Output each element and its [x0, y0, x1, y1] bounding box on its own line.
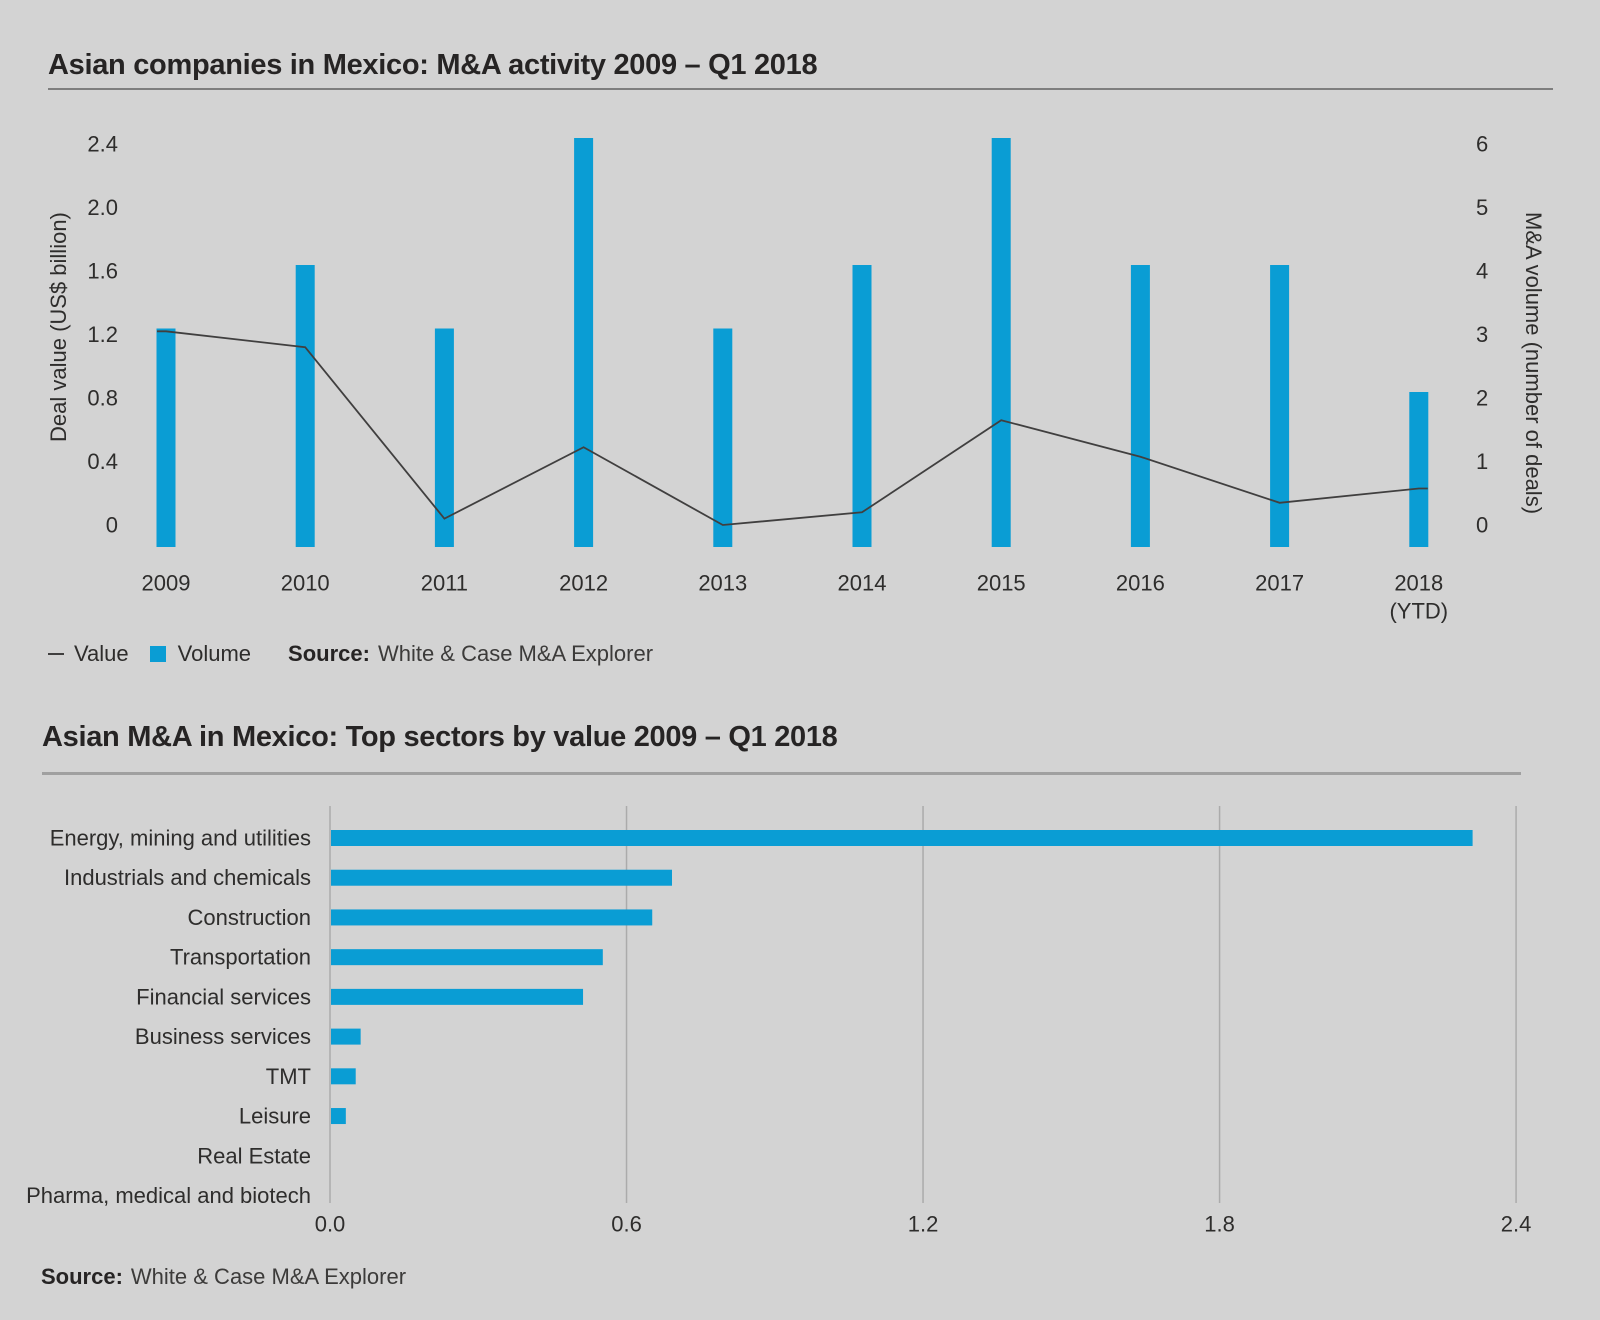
sector-bar-industrials-and-chemicals: [331, 869, 672, 886]
sector-bar-energy-mining-and-utilities: [331, 830, 1473, 846]
sector-label-financial-services: Financial services: [136, 984, 311, 1009]
sector-label-business-services: Business services: [135, 1024, 311, 1049]
value-line-legend-swatch: [48, 653, 64, 655]
left-axis-tick-0.4: 0.4: [87, 449, 118, 474]
x-axis-tick-1.2: 1.2: [908, 1212, 939, 1237]
sector-label-transportation: Transportation: [170, 945, 311, 970]
volume-bar-2012: [574, 138, 594, 547]
left-axis-tick-2.0: 2.0: [87, 195, 118, 220]
volume-bar-2015: [991, 138, 1011, 547]
left-axis-tick-2.4: 2.4: [87, 132, 118, 157]
sector-bar-transportation: [331, 949, 603, 966]
right-axis-tick-4: 4: [1476, 259, 1488, 284]
value-line: [157, 330, 1428, 526]
x-axis-tick-2.4: 2.4: [1501, 1212, 1532, 1237]
ma-activity-chart: 0 0.4 0.8 1.2 1.6 2.0 2.4 0 1 2 3 4 5 6 2009 2010 2011 20…: [87, 132, 1488, 624]
sector-label-real-estate: Real Estate: [197, 1143, 311, 1168]
category-label-2014: 2014: [838, 571, 887, 596]
left-axis-tick-1.6: 1.6: [87, 259, 118, 284]
right-axis-tick-6: 6: [1476, 132, 1488, 157]
category-label-2012: 2012: [559, 571, 608, 596]
sector-label-industrials-and-chemicals: Industrials and chemicals: [64, 865, 311, 890]
right-axis-tick-2: 2: [1476, 386, 1488, 411]
category-label-2010: 2010: [281, 571, 330, 596]
right-axis-tick-0: 0: [1476, 513, 1488, 538]
volume-bar-2010: [295, 265, 315, 547]
sector-label-construction: Construction: [187, 905, 311, 930]
chart1-source-text: White & Case M&A Explorer: [377, 641, 654, 666]
sector-bar-leisure: [331, 1108, 346, 1125]
sector-label-energy-mining-and-utilities: Energy, mining and utilities: [50, 826, 311, 851]
legend-volume-label: Volume: [177, 641, 252, 666]
sector-bar-tmt: [331, 1068, 356, 1085]
x-axis-tick-1.8: 1.8: [1204, 1212, 1235, 1237]
volume-bar-legend-swatch: [149, 646, 166, 662]
chart1-title-rule: [48, 88, 1553, 90]
chart1-legend: Value Volume Source: White & Case M&A Ex…: [48, 641, 653, 667]
volume-bar-2009: [156, 328, 176, 547]
chart1-title: Asian companies in Mexico: M&A activity …: [48, 49, 818, 81]
category-label-2015: 2015: [977, 571, 1026, 596]
volume-bar-2017: [1270, 265, 1290, 547]
sector-bar-financial-services: [331, 988, 584, 1005]
volume-bar-2014: [852, 265, 872, 547]
right-axis-tick-3: 3: [1476, 322, 1488, 347]
volume-bar-2018: [1409, 392, 1429, 547]
chart2-source: Source: White & Case M&A Explorer: [41, 1264, 406, 1290]
chart2-source-text: White & Case M&A Explorer: [130, 1264, 407, 1289]
category-label-2011: 2011: [421, 571, 468, 596]
category-label-2018: 2018: [1394, 571, 1443, 596]
volume-bar-2011: [434, 328, 454, 547]
category-label-2016: 2016: [1116, 571, 1165, 596]
sector-bar-business-services: [331, 1028, 361, 1045]
left-axis-tick-1.2: 1.2: [87, 322, 118, 347]
sector-label-leisure: Leisure: [239, 1104, 311, 1129]
chart2-source-label: Source:: [41, 1264, 123, 1289]
sector-bar-construction: [331, 909, 653, 926]
legend-value-label: Value: [74, 641, 129, 666]
chart2-title: Asian M&A in Mexico: Top sectors by valu…: [42, 721, 838, 753]
chart1-source-label: Source:: [288, 641, 370, 666]
x-axis-tick-0.6: 0.6: [611, 1212, 642, 1237]
category-label-2009: 2009: [142, 571, 191, 596]
category-label-2017: 2017: [1255, 571, 1304, 596]
category-label-2013: 2013: [698, 571, 747, 596]
left-axis-tick-0: 0: [106, 513, 118, 538]
volume-bar-2013: [713, 328, 733, 547]
left-axis-tick-0.8: 0.8: [87, 386, 118, 411]
x-axis-tick-0.0: 0.0: [315, 1212, 346, 1237]
category-note-ytd: (YTD): [1389, 599, 1448, 624]
chart2-title-rule: [42, 772, 1521, 775]
top-sectors-chart: Energy, mining and utilities Industrials …: [26, 806, 1532, 1237]
sector-label-pharma-medical-and-biotech: Pharma, medical and biotech: [26, 1183, 311, 1208]
sector-label-tmt: TMT: [266, 1064, 311, 1089]
right-axis-tick-5: 5: [1476, 195, 1488, 220]
volume-bar-2016: [1130, 265, 1150, 547]
right-axis-tick-1: 1: [1476, 449, 1488, 474]
